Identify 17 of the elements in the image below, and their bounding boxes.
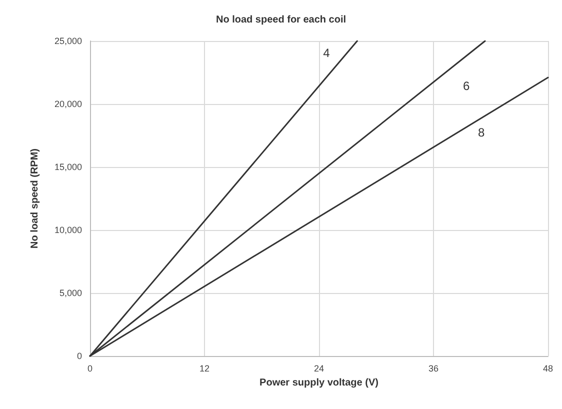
y-tick-label: 5,000 <box>59 288 82 298</box>
x-tick-label: 48 <box>542 364 554 374</box>
y-tick-label: 10,000 <box>54 225 82 235</box>
series-label: 6 <box>463 79 470 93</box>
x-tick-label: 24 <box>314 364 324 374</box>
y-tick-label: 0 <box>76 351 82 361</box>
x-axis-title: Power supply voltage (V) <box>260 378 378 388</box>
chart-title: No load speed for each coil <box>216 14 346 26</box>
x-tick-label: 12 <box>199 364 210 374</box>
y-axis-title: No load speed (RPM) <box>30 148 40 249</box>
series-label: 4 <box>323 46 330 60</box>
y-tick-label: 15,000 <box>54 162 82 172</box>
y-tick-label: 25,000 <box>54 36 82 46</box>
x-tick-label: 0 <box>87 364 93 374</box>
y-tick-label: 20,000 <box>54 99 82 109</box>
x-tick-label: 36 <box>428 364 439 374</box>
series-label: 8 <box>478 126 485 140</box>
